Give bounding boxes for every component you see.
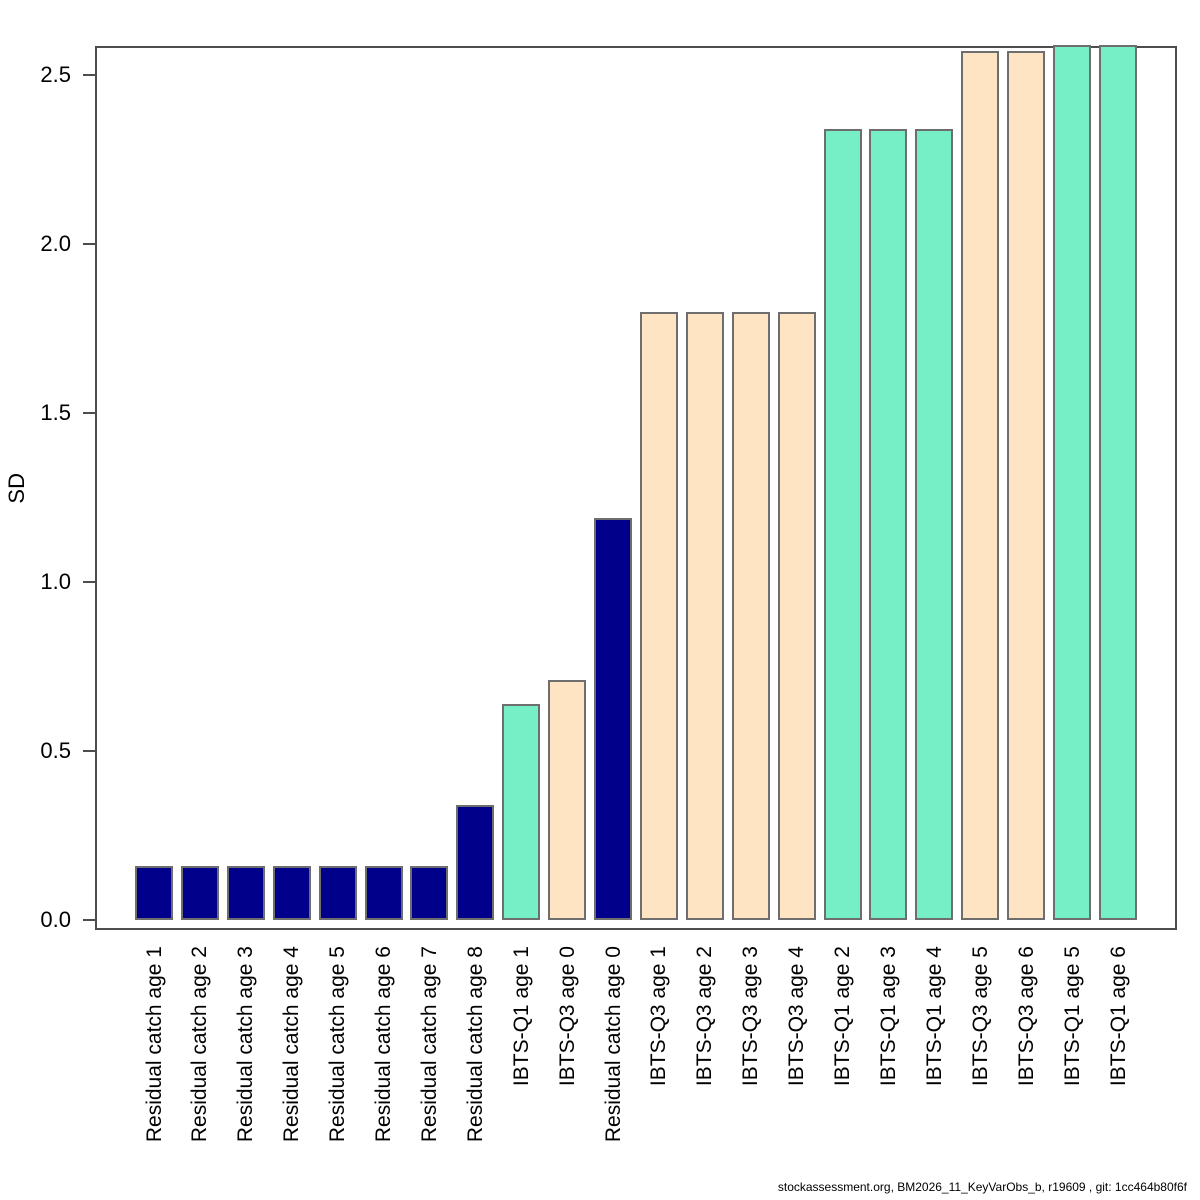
x-tick-label-residual-catch-age-1: Residual catch age 1 (142, 946, 166, 1143)
x-tick-label-residual-catch-age-8: Residual catch age 8 (463, 946, 487, 1143)
y-tick-label-0.5: 0.5 (40, 738, 71, 763)
x-tick-label-ibts-q1-age-4: IBTS-Q1 age 4 (922, 946, 946, 1087)
bar-ibts-q3-age-4 (777, 311, 816, 920)
y-tick-label-2.0: 2.0 (40, 231, 71, 256)
x-tick-label-ibts-q1-age-5: IBTS-Q1 age 5 (1060, 946, 1084, 1087)
y-tick-0.0 (83, 919, 95, 921)
y-tick-1.5 (83, 412, 95, 414)
bar-residual-catch-age-7 (410, 865, 449, 920)
y-tick-label-1.5: 1.5 (40, 400, 71, 425)
x-tick-label-residual-catch-age-4: Residual catch age 4 (280, 946, 304, 1143)
plot-area (95, 44, 1177, 930)
bar-ibts-q1-age-5 (1053, 44, 1092, 920)
x-tick-label-ibts-q3-age-6: IBTS-Q3 age 6 (1014, 946, 1038, 1087)
bar-ibts-q3-age-3 (731, 311, 770, 920)
y-tick-0.5 (83, 750, 95, 752)
bar-residual-catch-age-0 (594, 517, 633, 920)
x-tick-label-ibts-q3-age-4: IBTS-Q3 age 4 (785, 946, 809, 1087)
bar-residual-catch-age-6 (364, 865, 403, 920)
y-tick-2.5 (83, 74, 95, 76)
x-tick-label-ibts-q1-age-6: IBTS-Q1 age 6 (1106, 946, 1130, 1087)
y-tick-label-2.5: 2.5 (40, 62, 71, 87)
y-axis-title: SD (4, 473, 29, 504)
bar-ibts-q1-age-3 (869, 129, 908, 920)
x-tick-label-residual-catch-age-2: Residual catch age 2 (188, 946, 212, 1143)
bar-ibts-q3-age-6 (1007, 51, 1046, 920)
footer-caption: stockassessment.org, BM2026_11_KeyVarObs… (777, 1180, 1187, 1194)
x-tick-label-ibts-q3-age-3: IBTS-Q3 age 3 (739, 946, 763, 1087)
x-tick-label-ibts-q3-age-5: IBTS-Q3 age 5 (968, 946, 992, 1087)
bar-residual-catch-age-8 (456, 805, 495, 920)
bar-residual-catch-age-3 (226, 865, 265, 920)
bar-ibts-q1-age-6 (1099, 44, 1137, 920)
bar-ibts-q1-age-4 (915, 129, 954, 920)
y-tick-label-1.0: 1.0 (40, 569, 71, 594)
x-tick-label-residual-catch-age-6: Residual catch age 6 (372, 946, 396, 1143)
y-tick-2.0 (83, 243, 95, 245)
bar-residual-catch-age-2 (180, 865, 219, 920)
plot-inner (97, 44, 1175, 928)
y-tick-1.0 (83, 581, 95, 583)
y-tick-label-0.0: 0.0 (40, 907, 71, 932)
bar-residual-catch-age-5 (318, 865, 357, 920)
x-tick-label-residual-catch-age-3: Residual catch age 3 (234, 946, 258, 1143)
x-tick-label-ibts-q3-age-2: IBTS-Q3 age 2 (693, 946, 717, 1087)
bar-ibts-q1-age-2 (823, 129, 862, 920)
x-tick-label-residual-catch-age-0: Residual catch age 0 (601, 946, 625, 1143)
bar-residual-catch-age-1 (135, 865, 173, 920)
x-tick-label-ibts-q3-age-0: IBTS-Q3 age 0 (555, 946, 579, 1087)
x-tick-label-ibts-q1-age-1: IBTS-Q1 age 1 (509, 946, 533, 1087)
x-tick-label-ibts-q3-age-1: IBTS-Q3 age 1 (647, 946, 671, 1087)
x-tick-label-residual-catch-age-7: Residual catch age 7 (417, 946, 441, 1143)
x-tick-label-ibts-q1-age-3: IBTS-Q1 age 3 (876, 946, 900, 1087)
bar-ibts-q3-age-5 (961, 51, 1000, 920)
bar-ibts-q3-age-0 (548, 680, 587, 920)
x-tick-label-ibts-q1-age-2: IBTS-Q1 age 2 (831, 946, 855, 1087)
x-tick-label-residual-catch-age-5: Residual catch age 5 (326, 946, 350, 1143)
bar-ibts-q3-age-2 (685, 311, 724, 920)
bar-ibts-q1-age-1 (502, 703, 541, 920)
bar-residual-catch-age-4 (272, 865, 311, 920)
bar-ibts-q3-age-1 (639, 311, 678, 920)
